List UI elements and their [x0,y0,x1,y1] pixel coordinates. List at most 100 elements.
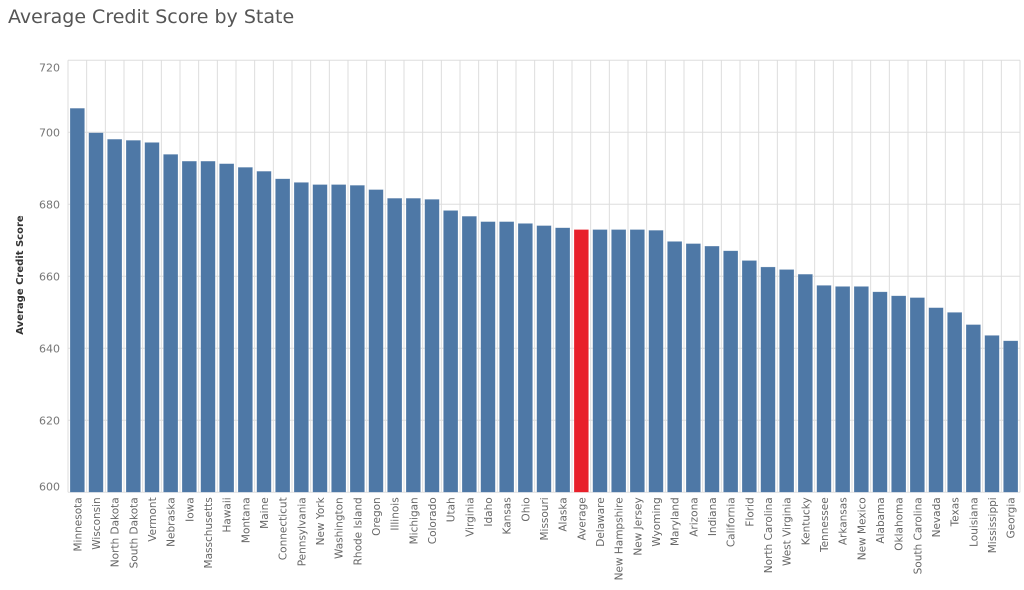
bar-arkansas[interactable] [835,286,851,493]
bar-florid[interactable] [741,260,757,493]
x-tick-label: Vermont [147,497,159,541]
bar-utah[interactable] [443,210,459,493]
bar-kentucky[interactable] [797,273,813,493]
bar-montana[interactable] [237,166,253,493]
x-tick-label: Indiana [707,497,719,536]
x-tick-label: Texas [950,497,962,527]
x-tick-label: Illinois [390,497,402,530]
bar-oklahoma[interactable] [891,295,907,493]
bar-nevada[interactable] [928,307,944,493]
bar-connecticut[interactable] [275,178,291,493]
bar-south-carolina[interactable] [909,297,925,493]
x-tick-label: South Dakota [128,497,140,568]
bar-rhode-island[interactable] [349,184,365,493]
x-tick-label: Minnesota [72,497,84,551]
bar-average[interactable] [573,229,589,493]
x-tick-label: Washington [334,497,346,559]
x-tick-label: New Mexico [856,497,868,560]
x-tick-label: Oklahoma [894,497,906,550]
bar-indiana[interactable] [704,245,720,493]
x-tick-label: Florid [744,497,756,526]
x-tick-label: Ohio [520,497,532,521]
bar-wyoming[interactable] [648,229,664,493]
x-tick-label: Colorado [427,497,439,544]
bar-louisiana[interactable] [965,324,981,493]
x-tick-label: Oregon [371,497,383,536]
bar-tennessee[interactable] [816,284,832,493]
x-tick-label: Connecticut [278,497,290,560]
bar-masschusetts[interactable] [200,160,216,493]
x-tick-label: Idaho [483,497,495,526]
bar-mississippi[interactable] [984,335,1000,493]
bar-missouri[interactable] [536,225,552,493]
x-tick-label: North Carolina [763,497,775,573]
bar-new-york[interactable] [312,184,328,493]
bar-south-dakota[interactable] [125,139,141,493]
x-tick-label: Arkansas [838,497,850,545]
bar-colorado[interactable] [424,198,440,493]
bar-delaware[interactable] [592,229,608,493]
x-tick-label: Maine [259,497,271,529]
x-tick-label: Kentucky [800,497,812,545]
bar-michigan[interactable] [405,197,421,493]
x-tick-label: New York [315,496,327,545]
bar-alaska[interactable] [555,227,571,493]
bar-new-hampshire[interactable] [611,229,627,493]
bar-georgia[interactable] [1003,340,1019,493]
bar-wisconsin[interactable] [88,132,104,493]
y-tick-label: 680 [39,198,60,211]
x-tick-label: New Hampshire [614,497,626,580]
x-tick-label: Louisiana [968,497,980,547]
bar-west-virginia[interactable] [779,269,795,493]
bar-washington[interactable] [331,184,347,493]
bar-california[interactable] [723,250,739,493]
y-tick-label: 700 [39,126,60,139]
y-tick-label: 720 [39,61,60,74]
bar-oregon[interactable] [368,189,384,493]
chart-title: Average Credit Score by State [8,6,295,28]
x-tick-label: South Carolina [912,497,924,574]
x-tick-label: Virginia [464,497,476,537]
x-tick-label: Wisconsin [91,497,103,549]
bar-minnesota[interactable] [69,107,85,493]
bar-alabama[interactable] [872,291,888,493]
bar-idaho[interactable] [480,221,496,493]
x-tick-label: West Virginia [782,497,794,566]
x-tick-label: Average [576,497,588,540]
bar-vermont[interactable] [144,142,160,493]
bar-ohio[interactable] [517,223,533,493]
bar-maine[interactable] [256,170,272,493]
bar-kansas[interactable] [499,221,515,493]
bar-virginia[interactable] [461,215,477,493]
bar-north-carolina[interactable] [760,266,776,493]
y-tick-label: 640 [39,342,60,355]
x-tick-label: Alabama [875,497,887,543]
bar-maryland[interactable] [667,241,683,493]
y-axis-ticks: 600 620 640 660 680 700 720 [39,61,60,493]
x-tick-label: New Jersey [632,497,644,555]
bar-new-jersey[interactable] [629,229,645,493]
bar-pennsylvania[interactable] [293,182,309,493]
x-tick-label: Nevada [931,497,943,537]
x-tick-label: Wyoming [651,497,663,546]
x-tick-label: Kansas [502,497,514,534]
bar-arizona[interactable] [685,243,701,493]
bar-hawaii[interactable] [219,163,235,493]
x-tick-label: Utah [446,497,458,522]
bar-north-dakota[interactable] [107,138,123,493]
x-tick-label: Iowa [184,497,196,522]
y-tick-label: 660 [39,270,60,283]
x-tick-label: Nebraska [166,497,178,547]
x-tick-label: Delaware [595,497,607,546]
bar-texas[interactable] [947,311,963,493]
x-tick-label: Missouri [539,497,551,540]
x-tick-label: Masschusetts [203,497,215,568]
y-tick-label: 620 [39,414,60,427]
bar-nebraska[interactable] [163,153,179,493]
x-tick-label: California [726,497,738,547]
bar-iowa[interactable] [181,160,197,493]
bar-illinois[interactable] [387,197,403,493]
bar-new-mexico[interactable] [853,286,869,493]
x-tick-label: Rhode Island [352,497,364,565]
x-tick-label: Montana [240,497,252,543]
